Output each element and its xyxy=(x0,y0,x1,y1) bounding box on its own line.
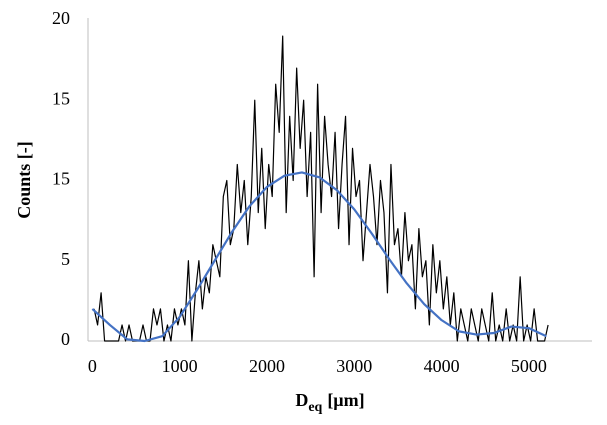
y-tick-label: 5 xyxy=(61,249,70,269)
y-tick-label: 15 xyxy=(52,169,70,189)
x-axis-label: Deq [µm] xyxy=(295,390,364,415)
y-tick-label: 20 xyxy=(52,8,70,28)
x-label-sub: eq xyxy=(308,400,322,415)
x-tick-label: 2000 xyxy=(249,356,285,376)
y-tick-label: 15 xyxy=(52,88,70,108)
x-tick-label: 4000 xyxy=(424,356,460,376)
x-tick-label: 5000 xyxy=(511,356,547,376)
y-axis-label: Counts [-] xyxy=(14,141,34,219)
x-label-main: D xyxy=(295,390,308,410)
x-tick-label: 1000 xyxy=(162,356,198,376)
x-tick-label: 3000 xyxy=(336,356,372,376)
data-line xyxy=(93,35,549,342)
y-tick-label: 0 xyxy=(61,329,70,349)
x-label-unit: [µm] xyxy=(327,390,364,410)
data-line xyxy=(91,171,547,343)
x-tick-label: 0 xyxy=(88,356,97,376)
